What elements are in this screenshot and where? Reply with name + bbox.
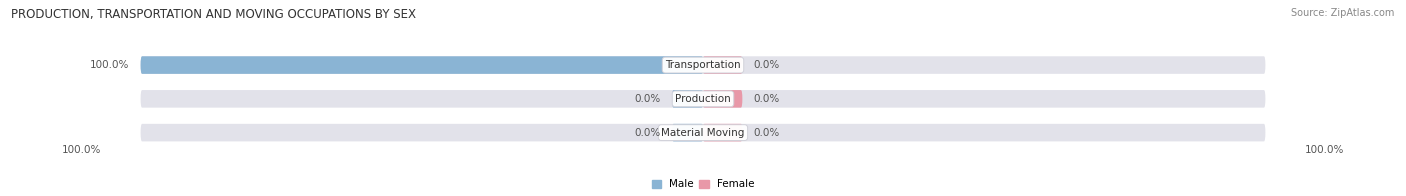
Text: 0.0%: 0.0% [634, 128, 661, 138]
FancyBboxPatch shape [672, 90, 703, 108]
Text: Production: Production [675, 94, 731, 104]
FancyBboxPatch shape [141, 90, 1265, 108]
Text: Transportation: Transportation [665, 60, 741, 70]
Text: 100.0%: 100.0% [90, 60, 129, 70]
Text: Material Moving: Material Moving [661, 128, 745, 138]
Text: 0.0%: 0.0% [754, 128, 780, 138]
FancyBboxPatch shape [703, 56, 742, 74]
FancyBboxPatch shape [703, 124, 742, 141]
FancyBboxPatch shape [141, 56, 1265, 74]
FancyBboxPatch shape [672, 124, 703, 141]
Text: 0.0%: 0.0% [754, 94, 780, 104]
FancyBboxPatch shape [703, 90, 742, 108]
Text: 0.0%: 0.0% [754, 60, 780, 70]
Text: 100.0%: 100.0% [1305, 145, 1344, 155]
Text: 0.0%: 0.0% [634, 94, 661, 104]
Text: 100.0%: 100.0% [62, 145, 101, 155]
Text: Source: ZipAtlas.com: Source: ZipAtlas.com [1291, 8, 1395, 18]
FancyBboxPatch shape [141, 56, 703, 74]
Text: PRODUCTION, TRANSPORTATION AND MOVING OCCUPATIONS BY SEX: PRODUCTION, TRANSPORTATION AND MOVING OC… [11, 8, 416, 21]
FancyBboxPatch shape [141, 124, 1265, 141]
Legend: Male, Female: Male, Female [651, 179, 755, 189]
